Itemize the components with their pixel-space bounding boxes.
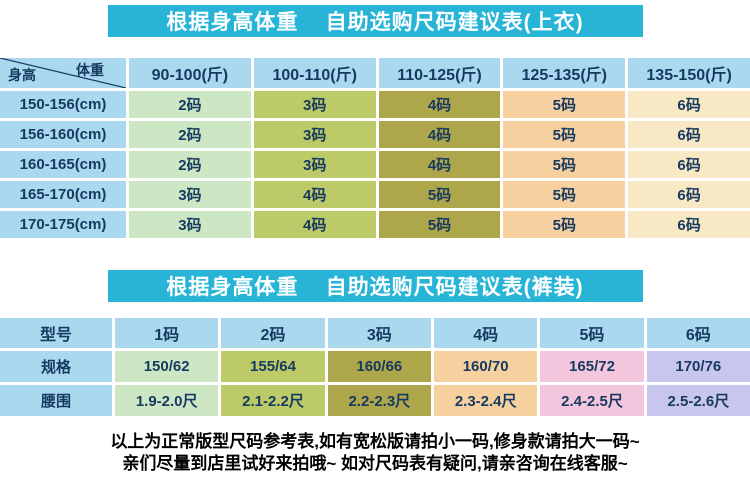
waist-cell: 2.1-2.2尺 — [221, 385, 325, 416]
size-cell: 4码 — [378, 91, 501, 118]
height-row-header: 165-170(cm) — [0, 181, 126, 208]
height-row-header: 150-156(cm) — [0, 91, 126, 118]
size-cell: 4码 — [253, 181, 376, 208]
tops-table-title-text: 根据身高体重 自助选购尺码建议表(上衣) — [166, 11, 584, 34]
size-cell: 5码 — [503, 181, 626, 208]
pants-table-title-text: 根据身高体重 自助选购尺码建议表(裤装) — [166, 276, 584, 299]
corner-weight-label: 体重 — [76, 62, 104, 78]
size-cell: 3码 — [129, 211, 251, 238]
size-cell: 5码 — [378, 181, 501, 208]
size-cell: 6码 — [628, 121, 750, 148]
size-cell: 5码 — [503, 91, 626, 118]
waist-cell: 2.4-2.5尺 — [540, 385, 644, 416]
size-cell: 6码 — [628, 91, 750, 118]
size-cell: 5码 — [378, 211, 501, 238]
waist-cell: 2.2-2.3尺 — [327, 385, 431, 416]
spec-cell: 170/76 — [646, 351, 750, 382]
spec-cell: 160/70 — [434, 351, 538, 382]
waist-cell: 2.3-2.4尺 — [434, 385, 538, 416]
tops-size-table: 体重 身高 90-100(斤) 100-110(斤) 110-125(斤) 12… — [0, 58, 750, 238]
size-cell: 6码 — [628, 151, 750, 178]
size-cell: 2码 — [129, 91, 251, 118]
size-col-header: 1码 — [115, 318, 219, 348]
weight-col-header: 100-110(斤) — [253, 58, 376, 88]
spec-cell: 165/72 — [540, 351, 644, 382]
weight-col-header: 135-150(斤) — [628, 58, 750, 88]
size-chart-page: 根据身高体重 自助选购尺码建议表(上衣) 体重 身高 90-100(斤) 100… — [0, 5, 750, 475]
size-col-header: 2码 — [221, 318, 325, 348]
note-line: 亲们尽量到店里试好来拍哦~ 如对尺码表有疑问,请亲咨询在线客服~ — [122, 454, 628, 473]
spec-cell: 155/64 — [221, 351, 325, 382]
spec-row-header: 规格 — [0, 351, 112, 382]
height-row-header: 160-165(cm) — [0, 151, 126, 178]
notes: 以上为正常版型尺码参考表,如有宽松版请拍小一码,修身款请拍大一码~ 亲们尽量到店… — [0, 431, 750, 475]
waist-cell: 1.9-2.0尺 — [115, 385, 219, 416]
size-col-header: 3码 — [327, 318, 431, 348]
waist-row-header: 腰围 — [0, 385, 112, 416]
waist-cell: 2.5-2.6尺 — [646, 385, 750, 416]
size-cell: 5码 — [503, 151, 626, 178]
size-cell: 2码 — [129, 151, 251, 178]
size-cell: 5码 — [503, 211, 626, 238]
size-cell: 3码 — [253, 121, 376, 148]
spec-cell: 150/62 — [115, 351, 219, 382]
size-cell: 2码 — [129, 121, 251, 148]
size-cell: 6码 — [628, 181, 750, 208]
size-cell: 4码 — [253, 211, 376, 238]
size-col-header: 5码 — [540, 318, 644, 348]
spec-cell: 160/66 — [327, 351, 431, 382]
height-row-header: 156-160(cm) — [0, 121, 126, 148]
weight-col-header: 125-135(斤) — [503, 58, 626, 88]
model-header: 型号 — [0, 318, 112, 348]
size-col-header: 4码 — [434, 318, 538, 348]
weight-col-header: 110-125(斤) — [378, 58, 501, 88]
size-cell: 4码 — [378, 151, 501, 178]
corner-cell: 体重 身高 — [0, 58, 126, 88]
size-cell: 4码 — [378, 121, 501, 148]
weight-col-header: 90-100(斤) — [129, 58, 251, 88]
corner-height-label: 身高 — [8, 67, 36, 83]
pants-table-title: 根据身高体重 自助选购尺码建议表(裤装) — [107, 270, 643, 302]
size-cell: 3码 — [253, 151, 376, 178]
size-cell: 5码 — [503, 121, 626, 148]
size-cell: 6码 — [628, 211, 750, 238]
diagonal-divider-line — [0, 58, 126, 88]
tops-table-title: 根据身高体重 自助选购尺码建议表(上衣) — [107, 5, 643, 37]
pants-size-table: 型号 1码 2码 3码 4码 5码 6码 规格 150/62 155/64 16… — [0, 318, 750, 416]
height-row-header: 170-175(cm) — [0, 211, 126, 238]
size-cell: 3码 — [253, 91, 376, 118]
size-cell: 3码 — [129, 181, 251, 208]
note-line: 以上为正常版型尺码参考表,如有宽松版请拍小一码,修身款请拍大一码~ — [110, 432, 640, 451]
size-col-header: 6码 — [646, 318, 750, 348]
